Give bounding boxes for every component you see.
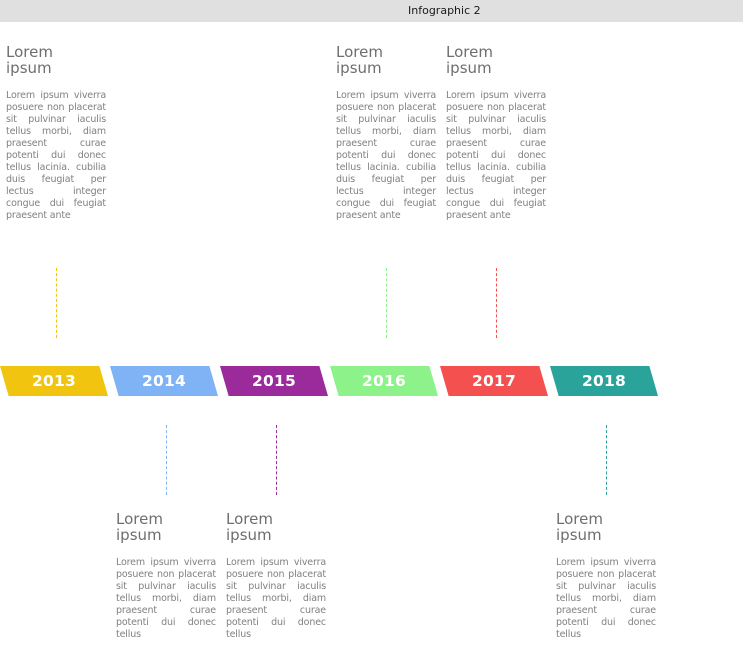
card-title: Lorem ipsum bbox=[336, 43, 383, 77]
card-title: Lorem ipsum bbox=[6, 43, 53, 77]
year-label: 2014 bbox=[142, 372, 186, 390]
year-block-2018: 2018 bbox=[550, 366, 658, 396]
connector-2018 bbox=[606, 425, 607, 495]
card-body: Lorem ipsum viverra posuere non placerat… bbox=[446, 90, 546, 221]
year-label: 2013 bbox=[32, 372, 76, 390]
connector-2013 bbox=[56, 268, 57, 338]
year-label: 2017 bbox=[472, 372, 516, 390]
connector-2014 bbox=[166, 425, 167, 495]
window-title: Infographic 2 bbox=[408, 4, 481, 17]
timeline-card-2013: Lorem ipsum Lorem ipsum viverra posuere … bbox=[6, 44, 106, 222]
card-body: Lorem ipsum viverra posuere non placerat… bbox=[556, 557, 656, 640]
year-label: 2015 bbox=[252, 372, 296, 390]
connector-2017 bbox=[496, 268, 497, 338]
year-label: 2016 bbox=[362, 372, 406, 390]
window-titlebar: Infographic 2 bbox=[0, 0, 743, 22]
card-body: Lorem ipsum viverra posuere non placerat… bbox=[116, 557, 216, 640]
timeline-card-2014: Lorem ipsum Lorem ipsum viverra posuere … bbox=[116, 511, 216, 641]
timeline-card-2017: Lorem ipsum Lorem ipsum viverra posuere … bbox=[446, 44, 546, 222]
year-block-2014: 2014 bbox=[110, 366, 218, 396]
card-body: Lorem ipsum viverra posuere non placerat… bbox=[226, 557, 326, 640]
year-block-2016: 2016 bbox=[330, 366, 438, 396]
year-label: 2018 bbox=[582, 372, 626, 390]
timeline-card-2018: Lorem ipsum Lorem ipsum viverra posuere … bbox=[556, 511, 656, 641]
timeline-card-2016: Lorem ipsum Lorem ipsum viverra posuere … bbox=[336, 44, 436, 222]
connector-2015 bbox=[276, 425, 277, 495]
timeline-card-2015: Lorem ipsum Lorem ipsum viverra posuere … bbox=[226, 511, 326, 641]
card-title: Lorem ipsum bbox=[226, 510, 273, 544]
card-title: Lorem ipsum bbox=[556, 510, 603, 544]
card-title: Lorem ipsum bbox=[116, 510, 163, 544]
card-body: Lorem ipsum viverra posuere non placerat… bbox=[6, 90, 106, 221]
year-block-2013: 2013 bbox=[0, 366, 108, 396]
year-block-2015: 2015 bbox=[220, 366, 328, 396]
card-body: Lorem ipsum viverra posuere non placerat… bbox=[336, 90, 436, 221]
year-block-2017: 2017 bbox=[440, 366, 548, 396]
connector-2016 bbox=[386, 268, 387, 338]
card-title: Lorem ipsum bbox=[446, 43, 493, 77]
